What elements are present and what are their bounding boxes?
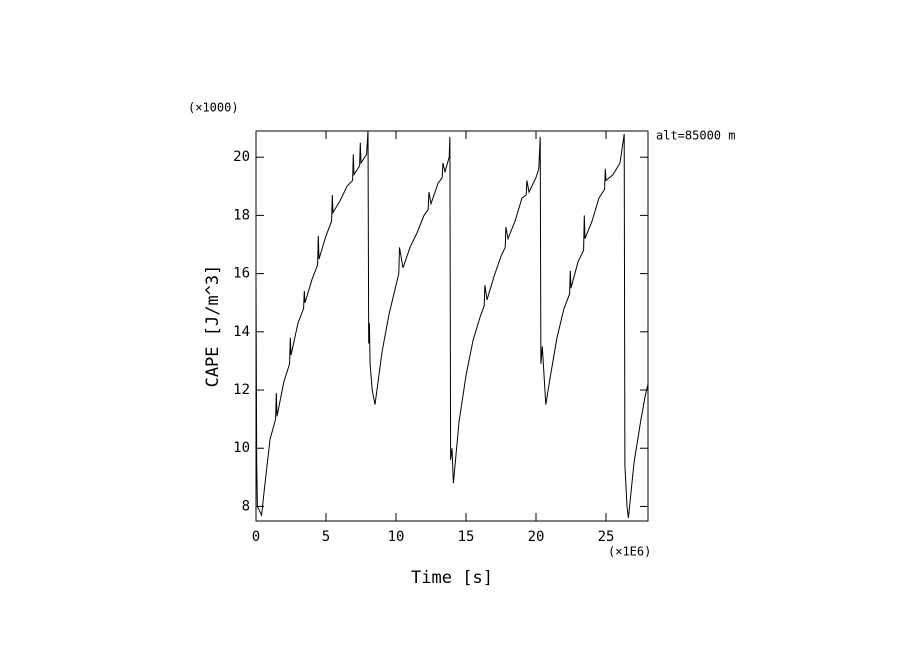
x-tick-label: 10	[388, 529, 405, 545]
series-line	[255, 130, 649, 519]
x-axis-label: Time [s]	[411, 568, 493, 588]
y-multiplier: (×1000)	[188, 101, 239, 115]
y-tick-label: 14	[233, 324, 250, 340]
annotation: alt=85000 m	[656, 129, 735, 143]
y-tick-label: 16	[233, 266, 250, 282]
y-tick-label: 18	[233, 207, 250, 223]
x-multiplier: (×1E6)	[608, 545, 651, 559]
y-tick-label: 12	[233, 382, 250, 398]
x-tick-label: 15	[458, 529, 475, 545]
y-tick-label: 20	[233, 149, 250, 165]
x-tick-label: 5	[322, 529, 330, 545]
x-tick-label: 25	[598, 529, 615, 545]
y-axis-label: CAPE [J/m^3]	[203, 265, 223, 388]
x-tick-label: 20	[528, 529, 545, 545]
y-tick-label: 8	[242, 498, 250, 514]
x-tick-label: 0	[252, 529, 260, 545]
y-tick-label: 10	[233, 440, 250, 456]
